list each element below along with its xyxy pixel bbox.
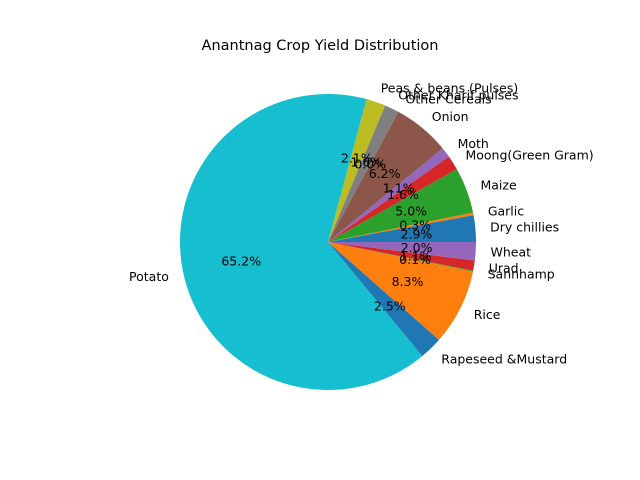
pie-slices [180, 93, 476, 390]
pct-urad: 1.1% [400, 249, 432, 264]
pct-garlic: 0.3% [399, 218, 431, 233]
label-rice: Rice [474, 307, 501, 322]
pct-onion: 6.2% [369, 166, 401, 181]
percent-labels: 2.9%0.3%5.0%1.6%1.1%6.2%0.0%1.6%2.1%65.2… [221, 150, 432, 313]
slice-dry-chillies [328, 215, 476, 242]
pct-peas-beans-pulses: 2.1% [341, 150, 373, 165]
slice-moong-green-gram [328, 156, 457, 242]
pct-potato: 65.2% [221, 253, 261, 268]
pct-rapeseed-mustard: 2.5% [374, 298, 406, 313]
pct-wheat: 2.0% [401, 240, 433, 255]
label-other-kharif-pulses: Other Kharif pulses [398, 88, 518, 103]
label-dry-chillies: Dry chillies [490, 220, 559, 235]
label-moth: Moth [458, 136, 489, 151]
label-wheat: Wheat [490, 245, 531, 260]
slice-garlic [328, 212, 474, 242]
slice-sannhamp [328, 242, 474, 272]
label-onion: Onion [432, 109, 469, 124]
slice-labels: Dry chillies Garlic Maize Moong(Green Gram)… [129, 80, 594, 366]
slice-rapeseed-mustard [328, 242, 440, 357]
label-urad: Urad [489, 260, 519, 275]
slice-moth [328, 148, 449, 242]
slice-potato [180, 93, 423, 390]
label-potato: Potato [129, 269, 169, 284]
label-peas-beans-pulses: Peas & beans (Pulses) [381, 80, 519, 95]
slice-other-kharif-pulses [328, 105, 399, 242]
slice-maize [328, 169, 474, 242]
pct-moong-green-gram: 1.6% [387, 187, 419, 202]
pct-sannhamp: 0.1% [399, 252, 431, 267]
label-rapeseed-mustard: Rapeseed &Mustard [441, 351, 567, 366]
chart-title: Anantnag Crop Yield Distribution [202, 38, 439, 54]
pct-other-cereals: 0.0% [354, 156, 386, 171]
slice-wheat [328, 242, 476, 261]
label-garlic: Garlic [488, 203, 524, 218]
label-maize: Maize [480, 177, 516, 192]
slice-peas-beans-pulses [328, 99, 386, 243]
pct-other-kharif-pulses: 1.6% [350, 154, 382, 169]
label-moong-green-gram: Moong(Green Gram) [465, 147, 593, 162]
label-sannhamp: Sannhamp [488, 267, 555, 282]
slice-onion [328, 111, 443, 242]
pct-moth: 1.1% [383, 181, 415, 196]
pct-dry-chillies: 2.9% [401, 226, 433, 241]
label-other-cereals: Other Cereals [406, 91, 492, 106]
pct-maize: 5.0% [395, 203, 427, 218]
slice-rice [328, 242, 474, 340]
slice-urad [328, 242, 475, 271]
pct-rice: 8.3% [392, 274, 424, 289]
